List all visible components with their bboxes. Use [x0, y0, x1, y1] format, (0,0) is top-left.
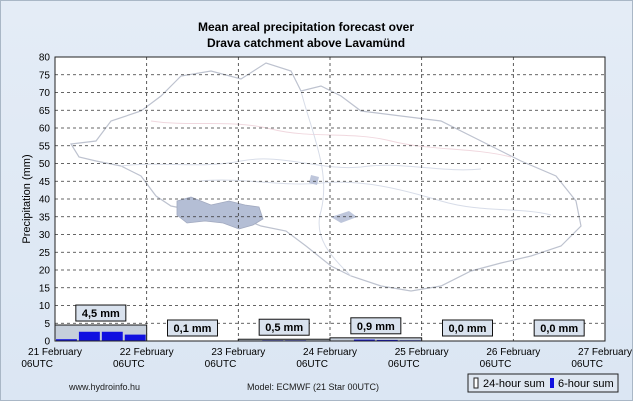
- daily-sum-label-box: [533, 319, 585, 337]
- y-tick-label: 70: [39, 88, 51, 99]
- y-tick-label: 10: [39, 301, 51, 312]
- plot-frame: [54, 56, 606, 342]
- legend-label-6h: 6-hour sum: [558, 378, 614, 390]
- six-hour-bar: [376, 339, 398, 341]
- model-info: Model: ECMWF (21 Star 00UTC): [247, 382, 379, 392]
- y-tick-label: 55: [39, 141, 51, 152]
- y-axis-ticks: 0 5 10 15 20 25 30 35 40 45 50 55 60 65 70 75 80: [39, 53, 51, 348]
- y-tick-label: 15: [39, 283, 51, 294]
- x-tick-date: 23 February: [211, 347, 265, 358]
- daily-sum-label: 4,5 mm: [82, 308, 120, 320]
- daily-sum-label: 0,1 mm: [174, 323, 212, 335]
- six-hour-bar: [124, 334, 146, 341]
- y-tick-label: 30: [39, 230, 51, 241]
- catchment-map-image: [69, 62, 582, 292]
- y-tick-label: 20: [39, 266, 51, 277]
- y-tick-label: 5: [44, 319, 50, 330]
- daily-sum-label-box: [167, 319, 218, 337]
- chart-title-line1: Mean areal precipitation forecast over: [198, 20, 414, 34]
- daily-sum-label-box: [442, 319, 493, 337]
- grid-lines: [55, 57, 605, 341]
- legend-swatch-24h: [473, 377, 479, 389]
- website-credit: www.hydroinfo.hu: [68, 382, 140, 392]
- y-axis-label: Precipitation (mm): [21, 154, 33, 243]
- daily-sum-label: 0,9 mm: [357, 321, 395, 333]
- y-tick-label: 65: [39, 106, 51, 117]
- x-tick-date: 22 February: [120, 347, 174, 358]
- legend-label-24h: 24-hour sum: [483, 378, 545, 390]
- y-tick-label: 60: [39, 124, 51, 135]
- x-tick-date: 26 February: [486, 347, 540, 358]
- legend-swatch-6h: [550, 378, 554, 388]
- y-tick-label: 0: [44, 337, 50, 348]
- x-tick-time: 06UTC: [571, 359, 603, 370]
- y-tick-label: 40: [39, 195, 51, 206]
- x-tick-date: 27 February: [578, 347, 632, 358]
- daily-sum-label-box: [258, 318, 310, 336]
- y-tick-label: 25: [39, 248, 51, 259]
- bars: [54, 324, 423, 342]
- legend-box: [467, 373, 619, 393]
- six-hour-bar: [56, 339, 77, 341]
- daily-sum-label-box: [75, 304, 127, 322]
- chart-title-line2: Drava catchment above Lavamünd: [207, 36, 405, 50]
- y-tick-label: 35: [39, 212, 51, 223]
- six-hour-bar: [78, 331, 100, 341]
- y-tick-label: 45: [39, 177, 51, 188]
- six-hour-bar: [101, 331, 123, 341]
- daily-sum-label: 0,0 mm: [540, 323, 578, 335]
- x-tick-date: 24 February: [303, 347, 357, 358]
- daily-sum-label: 0,5 mm: [265, 322, 303, 334]
- x-tick-time: 06UTC: [205, 359, 237, 370]
- x-tick-time: 06UTC: [480, 359, 512, 370]
- y-tick-label: 75: [39, 70, 51, 81]
- daily-sum-labels: 4,5 mm 0,1 mm 0,5 mm 0,9 mm 0,0 mm 0,0 mm: [75, 304, 585, 337]
- x-tick-time: 06UTC: [113, 359, 145, 370]
- x-tick-date: 21 February: [28, 347, 82, 358]
- six-hour-bar: [353, 339, 375, 341]
- x-tick-time: 06UTC: [296, 359, 328, 370]
- y-tick-label: 50: [39, 159, 51, 170]
- legend: 24-hour sum 6-hour sum: [467, 373, 619, 393]
- x-tick-time: 06UTC: [21, 359, 53, 370]
- y-tick-label: 80: [39, 53, 51, 64]
- daily-sum-label-box: [350, 317, 402, 335]
- x-tick-time: 06UTC: [388, 359, 420, 370]
- x-tick-date: 25 February: [395, 347, 449, 358]
- daily-sum-label: 0,0 mm: [449, 323, 487, 335]
